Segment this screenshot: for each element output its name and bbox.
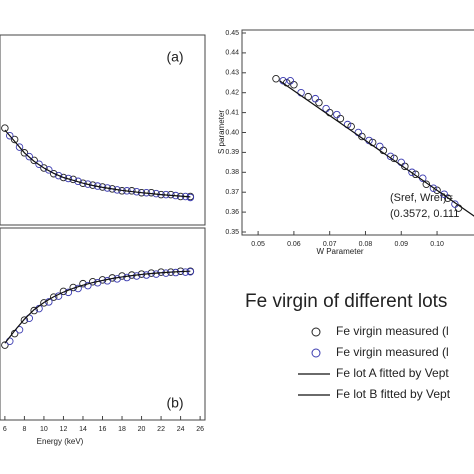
y-tick-label: 0.44 — [225, 50, 239, 57]
legend-label: Fe lot B fitted by Vept — [336, 387, 451, 401]
y-tick-label: 0.42 — [225, 90, 239, 97]
fit-line — [4, 270, 191, 344]
data-point — [422, 180, 431, 188]
data-point — [333, 110, 341, 119]
data-point — [429, 184, 438, 192]
data-point — [40, 164, 48, 172]
data-point — [1, 341, 9, 349]
data-point — [181, 268, 190, 276]
y-tick-label: 0.40 — [225, 129, 239, 136]
x-tick-label: 16 — [99, 426, 107, 433]
legend-title: Fe virgin of different lots — [245, 291, 447, 312]
y-axis-label: S parameter — [217, 110, 226, 154]
data-point — [49, 169, 58, 178]
data-point — [20, 316, 29, 324]
data-point — [113, 275, 121, 283]
data-point — [440, 190, 448, 198]
x-tick-label: 26 — [196, 426, 204, 433]
data-point — [397, 158, 406, 167]
panel-label: (a) — [166, 49, 183, 65]
data-point — [79, 179, 87, 187]
y-tick-label: 0.37 — [225, 189, 239, 196]
data-point — [142, 271, 151, 279]
data-point — [30, 156, 38, 165]
x-axis-label: Energy (keV) — [37, 437, 84, 446]
data-point — [411, 170, 420, 179]
legend-label: Fe virgin measured (l — [336, 324, 449, 338]
legend-label: Fe lot A fitted by Vept — [336, 366, 449, 380]
data-point — [290, 80, 298, 89]
x-tick-label: 22 — [157, 426, 165, 433]
fit-line — [4, 129, 191, 198]
x-tick-label: 0.09 — [394, 241, 408, 248]
y-tick-label: 0.41 — [225, 109, 239, 116]
plot-frame — [241, 29, 474, 236]
data-point — [25, 152, 34, 161]
x-tick-label: 0.06 — [287, 241, 301, 248]
x-tick-label: 0.10 — [430, 241, 444, 248]
data-point — [152, 270, 160, 278]
data-point — [79, 279, 87, 288]
data-point — [30, 306, 38, 315]
data-point — [49, 293, 58, 301]
x-tick-label: 8 — [22, 426, 26, 433]
data-point — [54, 171, 63, 180]
data-point — [376, 142, 384, 151]
data-point — [286, 77, 295, 85]
y-tick-label: 0.39 — [225, 149, 239, 156]
x-tick-label: 0.05 — [251, 241, 265, 248]
y-tick-label: 0.43 — [225, 70, 239, 77]
data-point — [10, 135, 19, 144]
data-point — [64, 288, 73, 297]
x-tick-label: 14 — [79, 426, 87, 433]
y-tick-label: 0.38 — [225, 169, 239, 176]
data-point — [322, 104, 330, 113]
fit-line — [279, 80, 474, 217]
data-point — [311, 94, 320, 103]
data-point — [59, 173, 68, 182]
data-point — [74, 284, 82, 293]
legend-label: Fe virgin measured (l — [336, 345, 449, 359]
data-point — [20, 149, 29, 157]
x-tick-label: 24 — [177, 426, 185, 433]
x-tick-label: 18 — [118, 426, 126, 433]
x-tick-label: 0.08 — [359, 241, 373, 248]
x-tick-label: 20 — [138, 426, 146, 433]
x-tick-label: 6 — [3, 426, 7, 433]
plot-frame — [0, 227, 206, 421]
data-point — [408, 168, 416, 177]
data-point — [123, 273, 131, 282]
annotation: (Sref, Wref)= — [390, 192, 453, 204]
annotation: (0.3572, 0.111 — [390, 208, 459, 220]
data-point — [433, 186, 441, 194]
data-point — [147, 188, 156, 197]
data-point — [15, 143, 24, 151]
panel-label: (b) — [166, 395, 183, 411]
legend-marker — [311, 348, 321, 358]
y-tick-label: 0.45 — [225, 30, 239, 37]
data-point — [40, 299, 48, 307]
data-point — [1, 124, 9, 132]
y-tick-label: 0.35 — [225, 229, 239, 236]
data-point — [103, 277, 112, 285]
data-point — [186, 193, 195, 202]
data-point — [386, 152, 395, 161]
data-point — [315, 98, 323, 107]
x-tick-label: 12 — [60, 426, 68, 433]
data-point — [6, 131, 14, 140]
data-point — [451, 200, 459, 208]
data-point — [35, 160, 43, 168]
legend-marker — [311, 327, 321, 337]
data-point — [45, 166, 53, 174]
data-point — [84, 281, 92, 290]
x-tick-label: 0.07 — [323, 241, 337, 248]
data-point — [272, 75, 280, 83]
y-tick-label: 0.36 — [225, 209, 239, 216]
x-tick-label: 10 — [40, 426, 48, 433]
plot-frame — [0, 34, 206, 226]
x-axis-label: W Parameter — [316, 247, 363, 256]
